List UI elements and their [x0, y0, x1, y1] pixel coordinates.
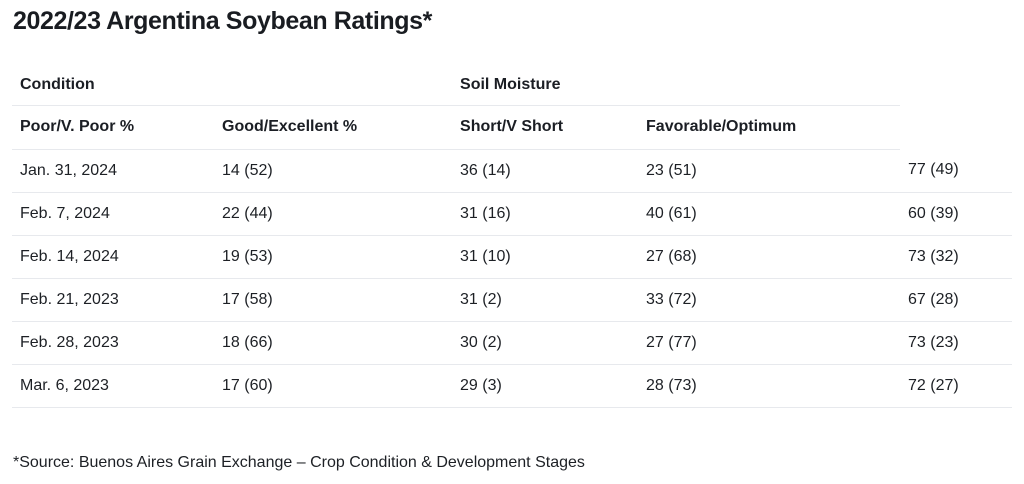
cell-favorable-optimum: 60 (39) — [900, 192, 1013, 236]
cell-poor-vpoor: 14 (52) — [214, 149, 453, 193]
column-header-favorable-optimum: Favorable/Optimum — [638, 105, 901, 150]
cell-favorable-optimum: 73 (23) — [900, 321, 1013, 365]
cell-date: Mar. 6, 2023 — [12, 364, 214, 408]
cell-good-excellent: 36 (14) — [452, 149, 639, 193]
column-header-short-vshort: Short/V Short — [452, 105, 639, 150]
group-header-row: Condition Soil Moisture — [12, 65, 1012, 106]
group-header-condition: Condition — [12, 65, 453, 106]
cell-short-vshort: 27 (68) — [638, 235, 901, 279]
column-header-row: Poor/V. Poor % Good/Excellent % Short/V … — [12, 105, 1012, 150]
table-body: Jan. 31, 2024 14 (52) 36 (14) 23 (51) 77… — [12, 149, 1013, 408]
cell-date: Feb. 28, 2023 — [12, 321, 214, 365]
cell-short-vshort: 27 (77) — [638, 321, 901, 365]
cell-short-vshort: 28 (73) — [638, 364, 901, 408]
cell-date: Feb. 7, 2024 — [12, 192, 214, 236]
cell-short-vshort: 23 (51) — [638, 149, 901, 193]
column-header-poor-vpoor: Poor/V. Poor % — [12, 105, 214, 150]
cell-poor-vpoor: 22 (44) — [214, 192, 453, 236]
cell-favorable-optimum: 72 (27) — [900, 364, 1013, 408]
cell-date: Jan. 31, 2024 — [12, 149, 214, 193]
table-header: Condition Soil Moisture Poor/V. Poor % G… — [12, 65, 1012, 150]
group-header-soil-moisture: Soil Moisture — [452, 65, 901, 106]
cell-good-excellent: 31 (16) — [452, 192, 639, 236]
table-row: Feb. 21, 2023 17 (58) 31 (2) 33 (72) 67 … — [12, 278, 1013, 322]
cell-poor-vpoor: 17 (60) — [214, 364, 453, 408]
source-footnote: *Source: Buenos Aires Grain Exchange – C… — [13, 453, 585, 471]
cell-favorable-optimum: 77 (49) — [900, 149, 1013, 193]
cell-date: Feb. 14, 2024 — [12, 235, 214, 279]
cell-good-excellent: 30 (2) — [452, 321, 639, 365]
cell-poor-vpoor: 19 (53) — [214, 235, 453, 279]
cell-short-vshort: 33 (72) — [638, 278, 901, 322]
column-header-spacer — [900, 105, 1012, 149]
table-row: Feb. 14, 2024 19 (53) 31 (10) 27 (68) 73… — [12, 235, 1013, 279]
cell-good-excellent: 29 (3) — [452, 364, 639, 408]
cell-date: Feb. 21, 2023 — [12, 278, 214, 322]
cell-poor-vpoor: 17 (58) — [214, 278, 453, 322]
table-row: Mar. 6, 2023 17 (60) 29 (3) 28 (73) 72 (… — [12, 364, 1013, 408]
ratings-table: Condition Soil Moisture Poor/V. Poor % G… — [12, 65, 1013, 408]
cell-favorable-optimum: 67 (28) — [900, 278, 1013, 322]
cell-poor-vpoor: 18 (66) — [214, 321, 453, 365]
cell-good-excellent: 31 (2) — [452, 278, 639, 322]
column-header-good-excellent: Good/Excellent % — [214, 105, 453, 150]
table-row: Feb. 28, 2023 18 (66) 30 (2) 27 (77) 73 … — [12, 321, 1013, 365]
cell-short-vshort: 40 (61) — [638, 192, 901, 236]
page-title: 2022/23 Argentina Soybean Ratings* — [13, 7, 432, 35]
table-row: Jan. 31, 2024 14 (52) 36 (14) 23 (51) 77… — [12, 149, 1013, 193]
group-header-spacer — [900, 65, 1012, 105]
cell-good-excellent: 31 (10) — [452, 235, 639, 279]
cell-favorable-optimum: 73 (32) — [900, 235, 1013, 279]
table-row: Feb. 7, 2024 22 (44) 31 (16) 40 (61) 60 … — [12, 192, 1013, 236]
